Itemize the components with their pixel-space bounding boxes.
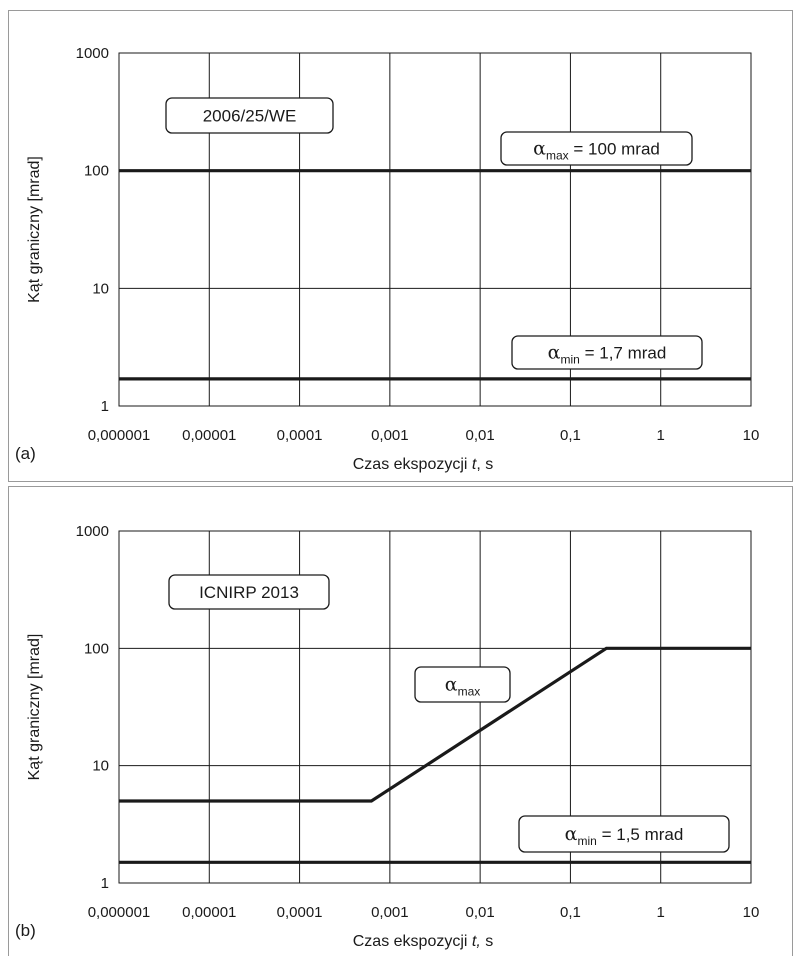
series-line-0 <box>119 646 751 803</box>
x-axis-label: Czas ekspozycji t, s <box>353 933 494 950</box>
x-tick-label: 0,1 <box>560 904 581 921</box>
y-tick-label: 10 <box>92 758 109 775</box>
x-tick-label: 0,00001 <box>182 427 236 444</box>
alpha-min-label: αmin = 1,5 mrad <box>565 823 684 848</box>
plot-area-frame <box>118 530 752 884</box>
chart-a-svg: 0,000001 0,00001 0,0001 0,001 0,01 0,1 1 10 1 10 1… <box>15 45 760 473</box>
x-tick-label: 0,01 <box>466 904 495 921</box>
y-tick-label: 100 <box>84 640 109 657</box>
y-tick-label: 1000 <box>76 45 109 62</box>
x-tick-label: 0,1 <box>560 427 581 444</box>
x-tick-label: 0,01 <box>466 427 495 444</box>
x-tick-label: 0,0001 <box>277 427 323 444</box>
chart-b-svg: 0,000001 0,00001 0,0001 0,001 0,01 0,1 1 10 1 10 1… <box>15 523 760 950</box>
annotation-box <box>500 131 693 166</box>
chart-panel-a: 0,000001 0,00001 0,0001 0,001 0,01 0,1 1 10 1 10 1… <box>8 10 793 482</box>
y-axis-label: Kąt graniczny [mrad] <box>26 634 43 781</box>
x-tick-label: 0,00001 <box>182 904 236 921</box>
panel-label: (a) <box>15 444 36 463</box>
x-tick-label: 0,000001 <box>88 427 151 444</box>
x-tick-label: 1 <box>657 904 665 921</box>
annotation-box <box>168 574 330 610</box>
y-tick-label: 100 <box>84 163 109 180</box>
x-axis-label: Czas ekspozycji t, s <box>353 456 494 473</box>
annotation-box <box>518 815 730 853</box>
chart-title-label: 2006/25/WE <box>203 107 297 126</box>
x-tick-label: 0,000001 <box>88 904 151 921</box>
alpha-max-label: αmax <box>445 674 481 699</box>
x-tick-label: 10 <box>743 427 760 444</box>
chart-panel-b: 0,000001 0,00001 0,0001 0,001 0,01 0,1 1 10 1 10 1… <box>8 486 793 956</box>
y-tick-label: 1000 <box>76 523 109 540</box>
x-tick-label: 10 <box>743 904 760 921</box>
annotation-box <box>165 97 334 134</box>
y-tick-label: 1 <box>101 875 109 892</box>
y-axis-label: Kąt graniczny [mrad] <box>26 156 43 303</box>
x-tick-label: 0,0001 <box>277 904 323 921</box>
y-tick-label: 10 <box>92 280 109 297</box>
y-tick-label: 1 <box>101 398 109 415</box>
alpha-min-label: αmin = 1,7 mrad <box>548 342 667 367</box>
panel-label: (b) <box>15 921 36 940</box>
annotation-box <box>414 666 511 703</box>
plot-area-frame <box>118 52 752 407</box>
annotation-box <box>511 335 703 370</box>
x-tick-label: 0,001 <box>371 427 409 444</box>
x-tick-label: 0,001 <box>371 904 409 921</box>
chart-title-label: ICNIRP 2013 <box>199 583 299 602</box>
alpha-max-label: αmax = 100 mrad <box>533 138 660 163</box>
x-tick-label: 1 <box>657 427 665 444</box>
